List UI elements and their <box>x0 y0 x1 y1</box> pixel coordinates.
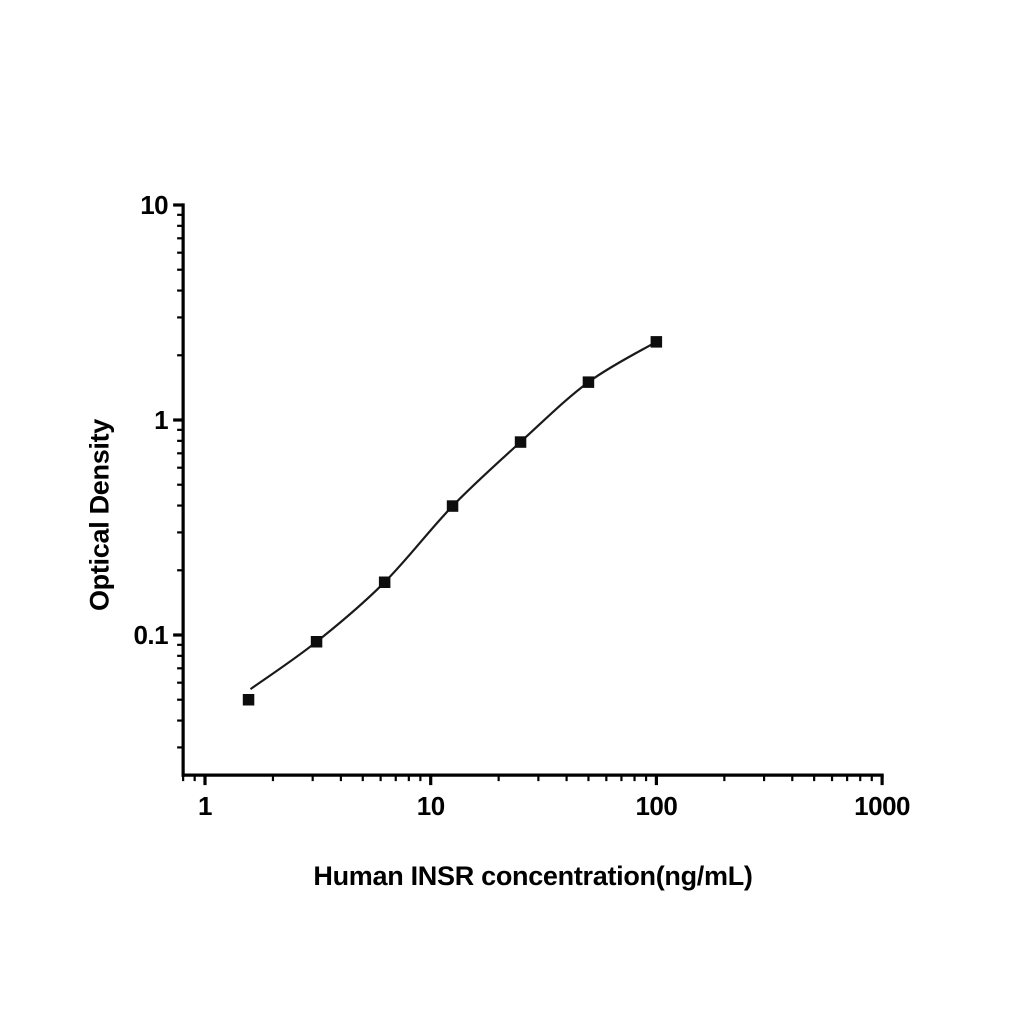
x-tick-label: 1 <box>198 791 212 821</box>
y-tick-label: 0.1 <box>133 620 168 650</box>
x-axis-title: Human INSR concentration(ng/mL) <box>313 861 753 891</box>
y-axis-title: Optical Density <box>84 418 115 612</box>
data-point-marker <box>310 636 323 648</box>
x-tick-label: 1000 <box>854 791 910 821</box>
data-point-marker <box>514 436 527 448</box>
data-point-marker <box>582 376 595 388</box>
data-point-marker <box>650 336 663 348</box>
x-tick-label: 10 <box>417 791 445 821</box>
data-point-marker <box>446 500 459 512</box>
y-tick-label: 1 <box>154 405 168 435</box>
x-tick-label: 100 <box>635 791 677 821</box>
y-tick-label: 10 <box>140 190 168 220</box>
data-point-marker <box>242 694 255 706</box>
data-point-marker <box>378 576 391 588</box>
